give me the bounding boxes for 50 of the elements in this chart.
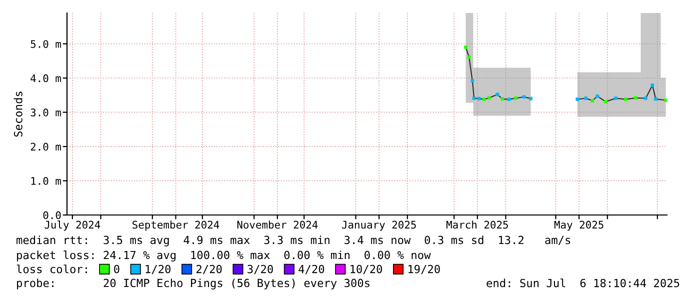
legend-title: loss color: [16,264,87,274]
legend-label: 1/20 [146,264,171,274]
point [529,96,532,100]
y-axis-title: Seconds [14,92,22,137]
y-tick-label: 2.0 m [30,142,61,151]
x-tick-label: July 2024 [44,220,100,231]
point [644,96,648,100]
point [576,98,580,101]
point [477,96,481,100]
point [650,84,654,87]
point [467,55,471,59]
x-tick-label: March 2025 [446,220,508,229]
legend-label: 3/20 [248,264,273,274]
legend-label: 0 [114,264,120,274]
text: end: Sun Jul 6 18:10:44 2025 [486,278,680,288]
x-tick-label: November 2024 [237,220,318,229]
point [496,92,500,96]
y-tick-label: 0.0 [43,211,61,220]
point [500,97,504,101]
point [614,96,618,100]
legend-label: 19/20 [408,264,440,274]
point [507,98,511,101]
point [604,100,608,104]
legend-label: 10/20 [350,264,382,274]
point [654,97,658,101]
point [624,98,628,101]
y-tick-label: 4.0 m [30,74,61,82]
text: median rtt: 3.5 ms avg 4.9 ms max 3.3 ms min 3.4 ms now 0.3 ms sd 13.2 am/s [16,236,570,246]
y-tick-label: 3.0 m [30,108,61,116]
text: probe: 20 ICMP Echo Pings (56 Bytes) every 300s [17,278,370,290]
point [664,98,667,102]
point [464,46,468,49]
point [470,79,474,82]
point [514,96,518,100]
point [482,98,486,101]
y-tick-label: 1.0 m [31,177,61,185]
y-tick-label: 5.0 m [30,40,61,48]
legend-label: 2/20 [196,264,222,274]
point [472,96,476,100]
point [522,95,526,99]
legend-label: 4/20 [298,264,324,274]
x-tick-label: January 2025 [342,220,416,231]
text: packet loss: 24.17 % avg 100.00 % max 0.00 % min 0.00 % now [17,250,431,262]
x-tick-label: September 2024 [132,220,220,231]
point [584,96,588,100]
point [487,96,491,100]
point [590,98,594,102]
x-tick-label: May 2025 [554,220,604,231]
point [596,94,600,98]
point [634,96,638,100]
